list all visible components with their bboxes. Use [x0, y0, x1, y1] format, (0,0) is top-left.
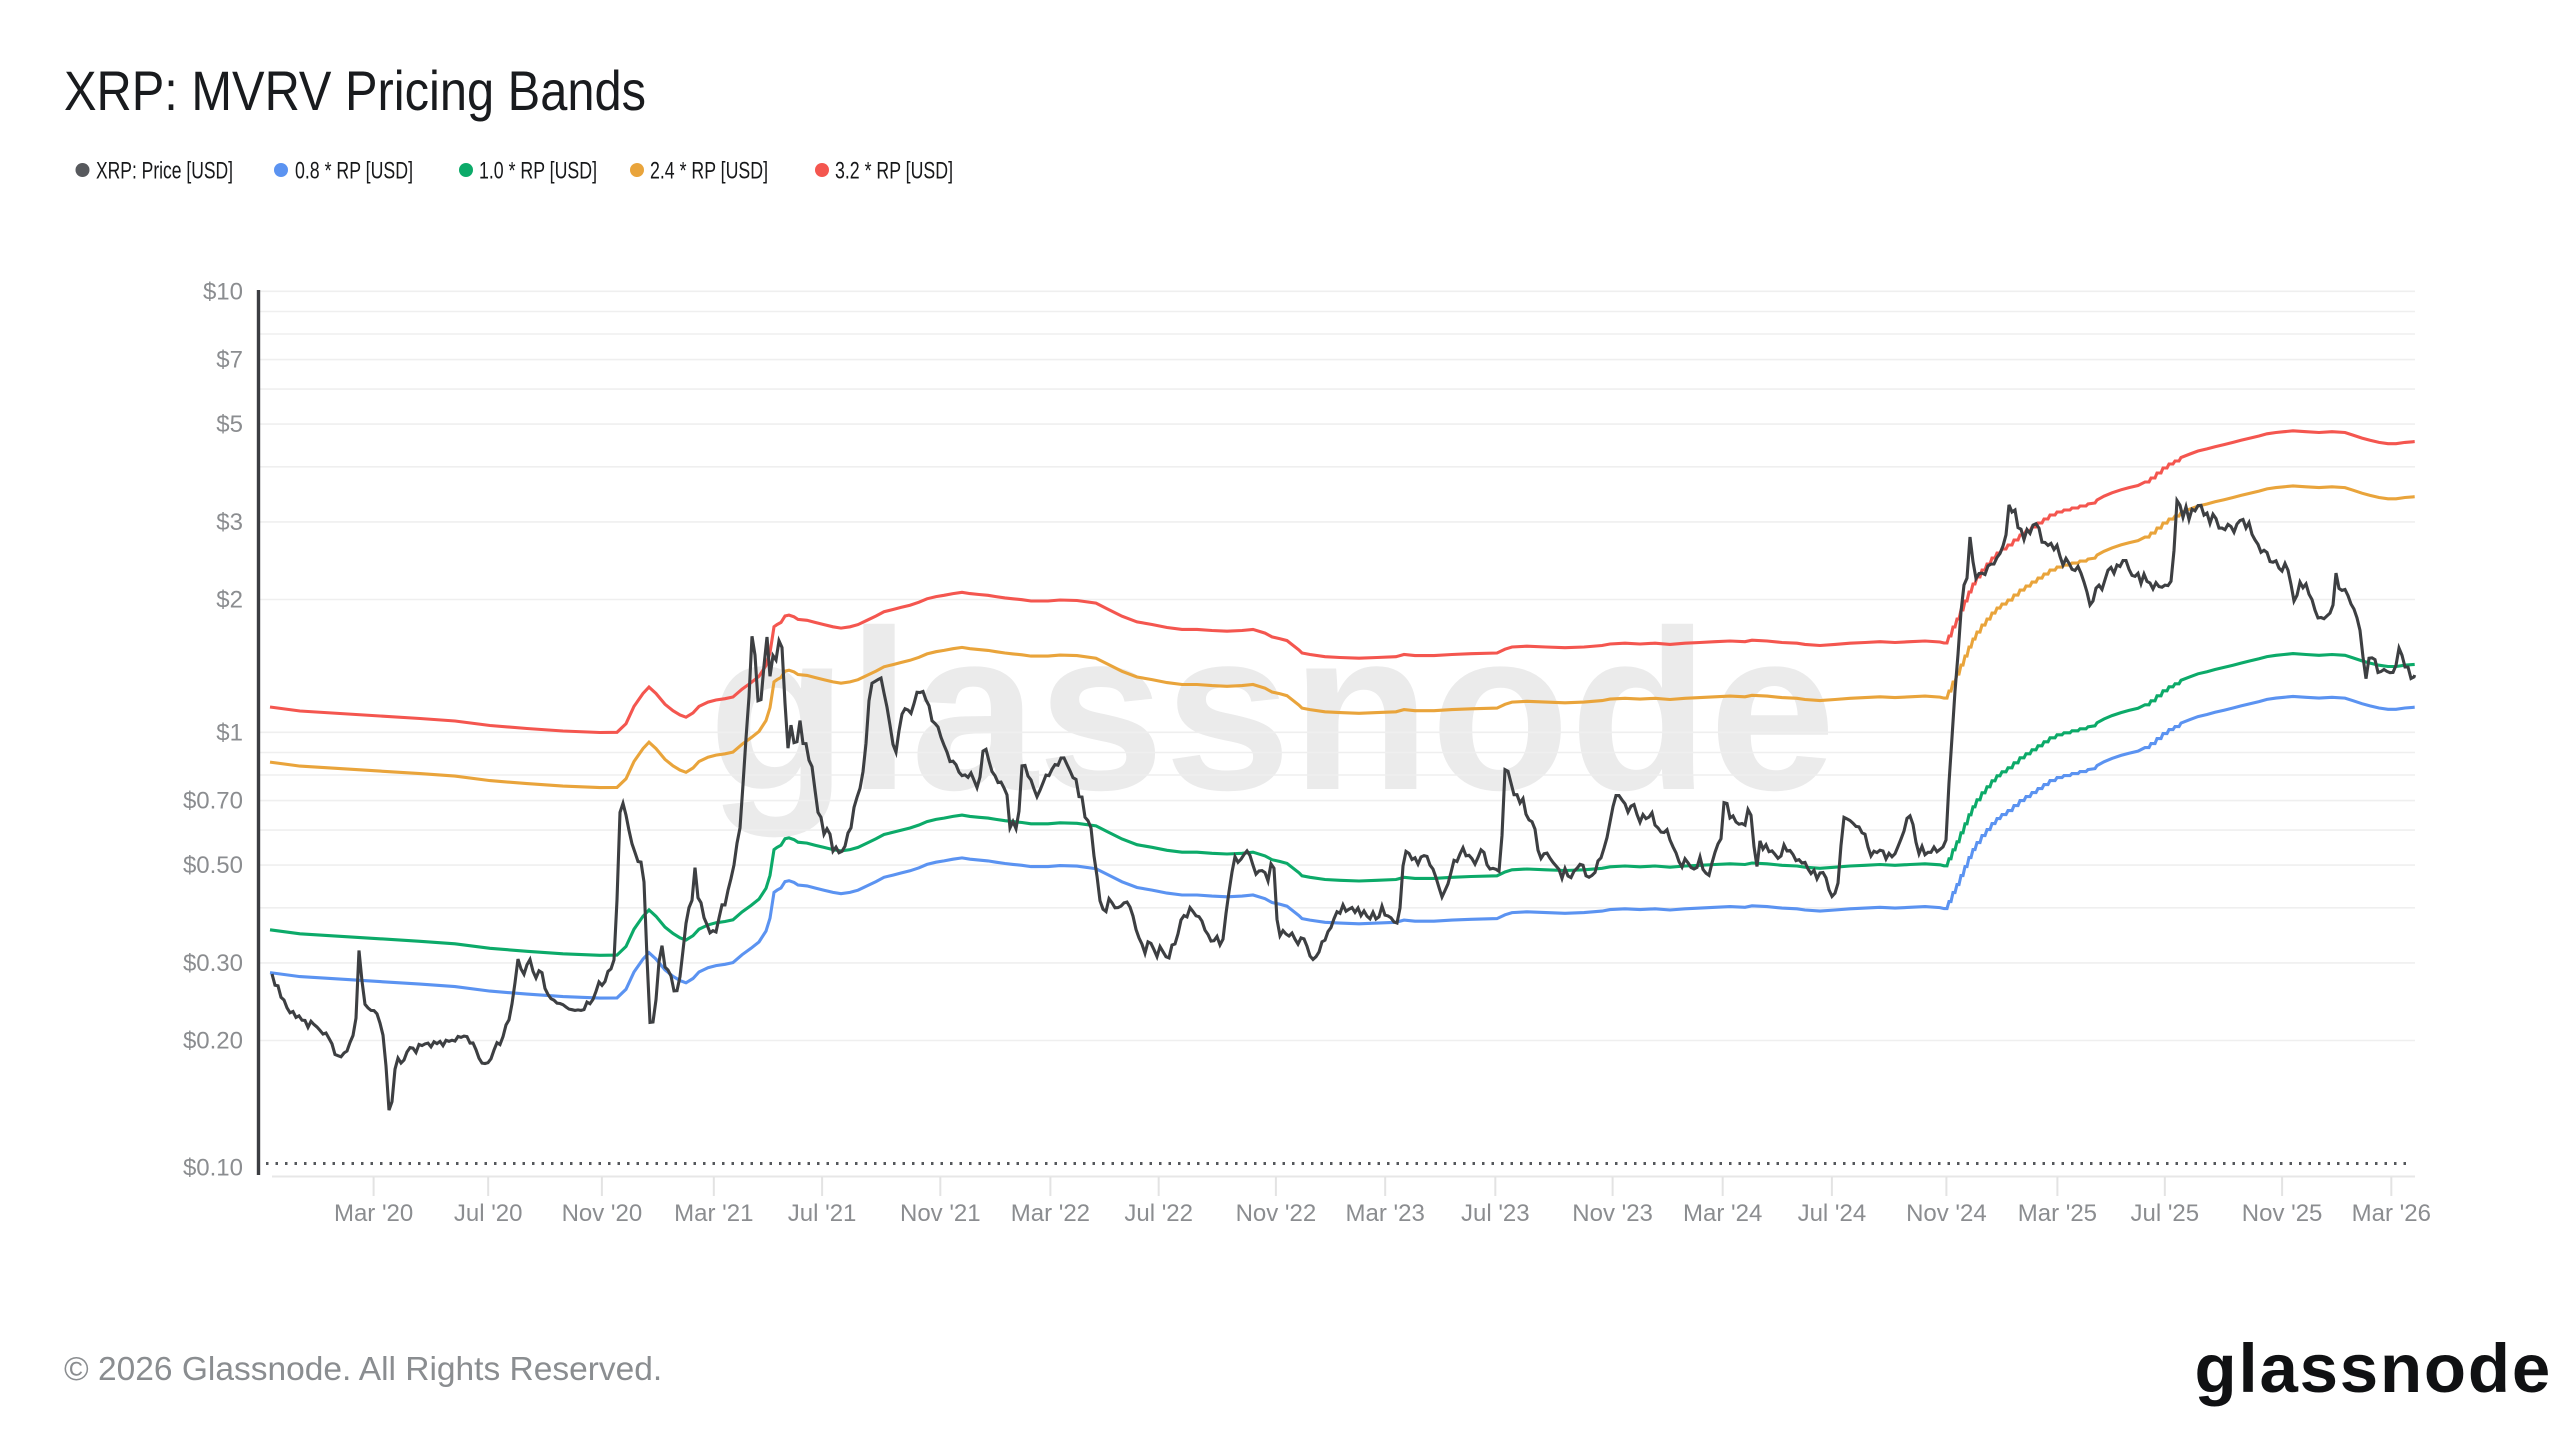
- svg-text:Mar '26: Mar '26: [2352, 1200, 2431, 1227]
- svg-text:Mar '21: Mar '21: [674, 1200, 753, 1227]
- svg-text:$0.50: $0.50: [183, 852, 243, 879]
- svg-text:© 2026 Glassnode. All Rights R: © 2026 Glassnode. All Rights Reserved.: [64, 1351, 662, 1388]
- svg-text:Jul '23: Jul '23: [1461, 1200, 1530, 1227]
- svg-text:1.0 * RP [USD]: 1.0 * RP [USD]: [479, 158, 597, 185]
- svg-text:Nov '22: Nov '22: [1236, 1200, 1317, 1227]
- svg-text:Jul '21: Jul '21: [788, 1200, 857, 1227]
- svg-text:Nov '20: Nov '20: [562, 1200, 643, 1227]
- svg-text:Jul '25: Jul '25: [2130, 1200, 2199, 1227]
- svg-text:$2: $2: [216, 587, 243, 614]
- svg-text:Mar '22: Mar '22: [1011, 1200, 1090, 1227]
- svg-text:$7: $7: [216, 347, 243, 374]
- svg-text:$0.30: $0.30: [183, 950, 243, 977]
- svg-text:Nov '24: Nov '24: [1906, 1200, 1987, 1227]
- svg-text:Mar '25: Mar '25: [2018, 1200, 2097, 1227]
- svg-text:Nov '23: Nov '23: [1572, 1200, 1653, 1227]
- svg-text:XRP: MVRV Pricing Bands: XRP: MVRV Pricing Bands: [64, 59, 646, 122]
- svg-text:0.8 * RP [USD]: 0.8 * RP [USD]: [295, 158, 413, 185]
- svg-text:2.4 * RP [USD]: 2.4 * RP [USD]: [650, 158, 768, 185]
- svg-text:Mar '23: Mar '23: [1346, 1200, 1425, 1227]
- svg-text:$0.70: $0.70: [183, 788, 243, 815]
- svg-text:Nov '25: Nov '25: [2242, 1200, 2323, 1227]
- svg-text:$0.10: $0.10: [183, 1155, 243, 1182]
- svg-text:Nov '21: Nov '21: [900, 1200, 981, 1227]
- svg-text:Mar '24: Mar '24: [1683, 1200, 1762, 1227]
- svg-text:$1: $1: [216, 719, 243, 746]
- svg-text:Jul '24: Jul '24: [1798, 1200, 1867, 1227]
- svg-text:$10: $10: [203, 278, 243, 305]
- svg-text:glassnode: glassnode: [708, 584, 1836, 838]
- svg-text:$0.20: $0.20: [183, 1028, 243, 1055]
- svg-text:3.2 * RP [USD]: 3.2 * RP [USD]: [835, 158, 953, 185]
- svg-text:XRP: Price [USD]: XRP: Price [USD]: [96, 158, 233, 185]
- svg-text:Mar '20: Mar '20: [334, 1200, 413, 1227]
- svg-text:Jul '22: Jul '22: [1124, 1200, 1193, 1227]
- svg-text:Jul '20: Jul '20: [454, 1200, 523, 1227]
- svg-text:glassnode: glassnode: [2195, 1330, 2552, 1407]
- svg-text:$5: $5: [216, 411, 243, 438]
- svg-text:$3: $3: [216, 509, 243, 536]
